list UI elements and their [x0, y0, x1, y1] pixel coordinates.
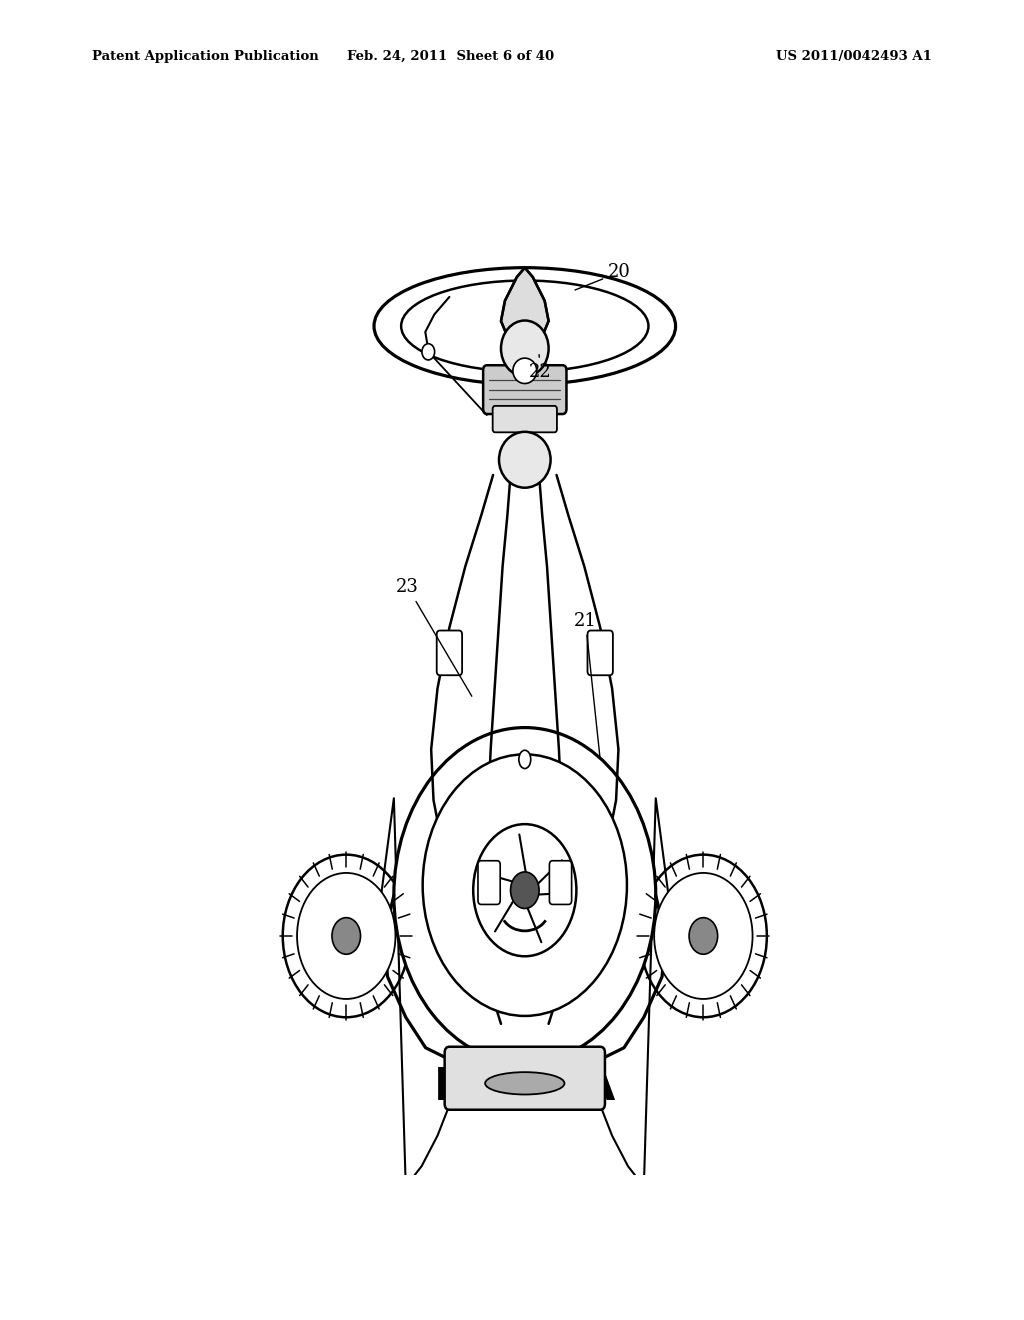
FancyBboxPatch shape: [588, 631, 613, 676]
Polygon shape: [501, 268, 549, 351]
Circle shape: [640, 854, 767, 1018]
FancyBboxPatch shape: [483, 366, 566, 414]
FancyBboxPatch shape: [493, 405, 557, 433]
Ellipse shape: [401, 281, 648, 372]
FancyBboxPatch shape: [550, 861, 571, 904]
Ellipse shape: [501, 321, 549, 376]
Circle shape: [297, 873, 395, 999]
Text: Patent Application Publication: Patent Application Publication: [92, 50, 318, 63]
Text: US 2011/0042493 A1: US 2011/0042493 A1: [776, 50, 932, 63]
FancyBboxPatch shape: [478, 861, 500, 904]
Text: 20: 20: [575, 263, 631, 290]
Ellipse shape: [499, 432, 551, 487]
Text: 22: 22: [528, 355, 552, 381]
Circle shape: [654, 873, 753, 999]
Circle shape: [423, 754, 627, 1016]
FancyBboxPatch shape: [436, 631, 462, 676]
Ellipse shape: [513, 358, 537, 384]
Circle shape: [283, 854, 410, 1018]
Text: 21: 21: [574, 612, 600, 756]
Ellipse shape: [485, 1072, 564, 1094]
Circle shape: [332, 917, 360, 954]
Ellipse shape: [519, 750, 530, 768]
Text: FIG. 2A: FIG. 2A: [434, 1067, 615, 1110]
Text: Feb. 24, 2011  Sheet 6 of 40: Feb. 24, 2011 Sheet 6 of 40: [347, 50, 554, 63]
Ellipse shape: [374, 268, 676, 384]
Circle shape: [689, 917, 718, 954]
Circle shape: [473, 824, 577, 956]
Circle shape: [422, 343, 434, 360]
Text: 23: 23: [396, 578, 472, 696]
Circle shape: [511, 873, 539, 908]
FancyBboxPatch shape: [444, 1047, 605, 1110]
Circle shape: [394, 727, 655, 1063]
